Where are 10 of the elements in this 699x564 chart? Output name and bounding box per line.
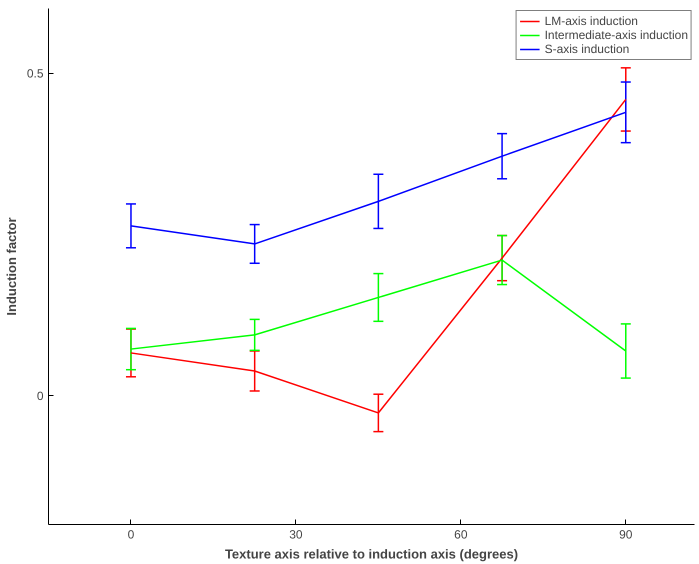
x-tick-label: 0 [128,528,135,542]
y-tick-label: 0.5 [26,66,44,80]
x-axis-title: Texture axis relative to induction axis (degrees) [224,546,518,562]
legend-label: S-axis induction [544,42,630,56]
legend-label: Intermediate-axis induction [544,28,688,42]
x-tick-label: 60 [454,528,468,542]
x-tick-label: 90 [619,528,633,542]
legend-label: LM-axis induction [544,14,638,28]
y-axis-title: Induction factor [4,217,19,316]
x-tick-label: 30 [289,528,303,542]
